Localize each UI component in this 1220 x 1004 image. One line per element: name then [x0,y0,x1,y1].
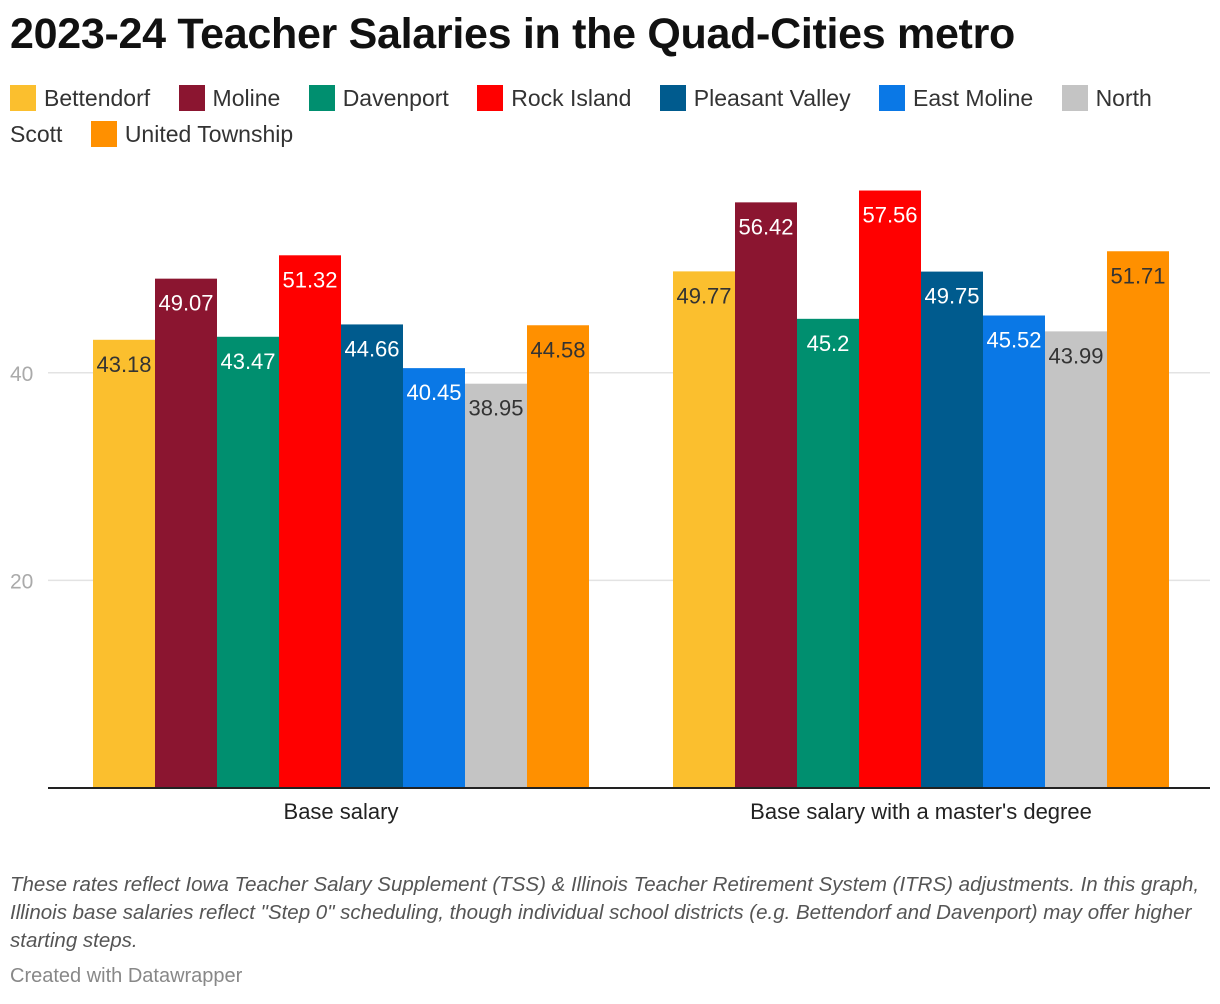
legend-label: North Scott [10,85,1152,147]
bar [217,336,279,788]
bar-value-label: 38.95 [468,396,523,421]
legend-swatch [879,85,905,111]
legend-swatch [90,121,117,147]
bar-value-label: 43.18 [96,352,151,377]
bar-value-label: 45.52 [986,328,1041,353]
legend-swatch [1061,85,1088,111]
legend-item-bettendorf: Bettendorf [10,85,150,111]
legend-label: Davenport [342,85,449,111]
bar-value-label: 56.42 [738,214,793,239]
legend-item-pleasant-valley: Pleasant Valley [659,85,851,111]
legend-swatch [477,85,504,111]
legend-item-east-moline: East Moline [879,85,1033,111]
bar-value-label: 45.2 [807,331,850,356]
bar-value-label: 43.99 [1048,343,1103,368]
bar [983,315,1045,788]
legend-item-rock-island: Rock Island [477,85,631,111]
bar [403,368,465,788]
chart-title: 2023-24 Teacher Salaries in the Quad-Cit… [10,10,1015,58]
bar [341,324,403,788]
bar [465,383,527,788]
bar-chart: 20 40 43.18 49.07 43.47 51.32 44.66 40.45 38.95 4… [10,190,1210,824]
bar [93,339,155,788]
bar-value-label: 44.66 [344,336,399,361]
bar-value-label: 44.58 [530,337,585,362]
bar-value-label: 57.56 [862,203,917,228]
bar [673,271,735,788]
bar-value-label: 40.45 [406,380,461,405]
bar [1045,331,1107,788]
y-tick-label: 20 [10,570,33,593]
legend-swatch [659,85,686,111]
legend-label: Rock Island [511,85,632,111]
x-category-label: Base salary [284,799,399,824]
bar-value-label: 49.77 [676,283,731,308]
bar-value-label: 51.32 [282,267,337,292]
legend-item-united-township: United Township [90,121,294,147]
legend-item-davenport: Davenport [308,85,449,111]
legend-label: United Township [124,121,294,147]
legend-label: East Moline [913,85,1034,111]
legend: Bettendorf Moline Davenport Rock Island … [10,80,1180,152]
x-category-label: Base salary with a master's degree [750,799,1092,824]
legend-label: Pleasant Valley [693,85,851,111]
legend-item-moline: Moline [178,85,281,111]
bar-value-label: 49.07 [158,291,213,316]
bar [921,271,983,789]
bar [155,278,217,788]
legend-swatch [308,85,335,111]
bar-value-label: 51.71 [1110,263,1165,288]
legend-swatch [10,85,36,111]
bar [279,255,341,788]
bar-value-label: 49.75 [924,284,979,309]
bar [735,202,797,788]
y-tick-label: 40 [10,363,33,386]
bar-value-label: 43.47 [220,349,275,374]
credit-line: Created with Datawrapper [10,965,243,987]
bar [1107,251,1169,789]
bar [527,325,589,788]
chart-notes: These rates reflect Iowa Teacher Salary … [10,873,1200,952]
legend-label: Bettendorf [44,85,151,111]
legend-label: Moline [212,85,281,111]
legend-item-north-scott: North Scott [10,85,1152,147]
legend-swatch [178,85,205,111]
bar [797,318,859,788]
bar [859,190,921,788]
